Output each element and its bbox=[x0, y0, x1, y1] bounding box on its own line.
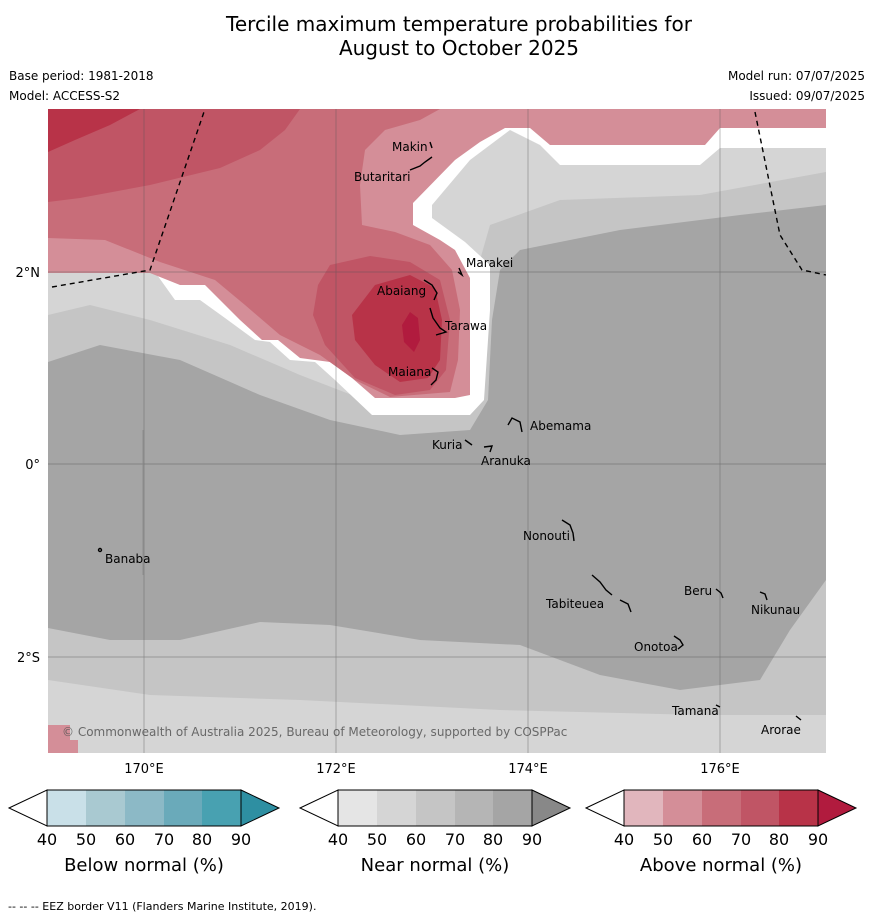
map-area: Makin Butaritari Marakei Abaiang Tarawa … bbox=[48, 109, 826, 753]
cb-tick: 50 bbox=[367, 830, 387, 849]
cb-tick: 90 bbox=[808, 830, 828, 849]
colorbar-above-normal: 40 50 60 70 80 90 Above normal (%) bbox=[584, 789, 858, 876]
cb-tick: 90 bbox=[522, 830, 542, 849]
place-labels: Makin Butaritari Marakei Abaiang Tarawa … bbox=[105, 140, 801, 737]
above-normal-90-tarawa bbox=[402, 312, 420, 352]
near-normal-50-bottom bbox=[48, 722, 826, 753]
lon-label: 170°E bbox=[124, 762, 164, 777]
cb-above-swatch-4 bbox=[741, 790, 779, 826]
place-label: Arorae bbox=[761, 723, 801, 737]
cb-below-swatch-5 bbox=[202, 790, 241, 826]
cb-below-swatch-3 bbox=[125, 790, 164, 826]
cb-tick: 70 bbox=[154, 830, 174, 849]
islands bbox=[97, 141, 802, 721]
place-label: Onotoa bbox=[634, 640, 678, 654]
meta-right: Model run: 07/07/2025 Issued: 09/07/2025 bbox=[728, 66, 865, 106]
place-label: Butaritari bbox=[354, 170, 411, 184]
place-label: Aranuka bbox=[481, 454, 531, 468]
cb-below-frame bbox=[46, 789, 242, 827]
colorbar-near-normal: 40 50 60 70 80 90 Near normal (%) bbox=[298, 789, 572, 876]
cb-above-swatch-5 bbox=[779, 790, 818, 826]
place-label: Tabiteuea bbox=[545, 597, 604, 611]
cb-tick: 60 bbox=[692, 830, 712, 849]
lon-label: 174°E bbox=[508, 762, 548, 777]
chart-title-line1: Tercile maximum temperature probabilitie… bbox=[226, 12, 692, 36]
cb-below-swatch-4 bbox=[164, 790, 202, 826]
place-label: Abaiang bbox=[377, 284, 426, 298]
chart-title-line2: August to October 2025 bbox=[338, 36, 580, 60]
model-name: Model: ACCESS-S2 bbox=[9, 89, 121, 103]
cb-near-low-arrow bbox=[298, 789, 339, 827]
cb-tick: 80 bbox=[483, 830, 503, 849]
place-label: Maiana bbox=[388, 365, 431, 379]
meta-left: Base period: 1981-2018 Model: ACCESS-S2 bbox=[9, 66, 154, 106]
cb-above-ticks: 40 50 60 70 80 90 bbox=[614, 830, 828, 849]
copyright-notice: © Commonwealth of Australia 2025, Bureau… bbox=[62, 725, 567, 739]
cb-near-swatch-2 bbox=[377, 790, 416, 826]
cb-above-high-arrow bbox=[817, 789, 858, 827]
lat-label: 2°S bbox=[17, 651, 40, 666]
gridlines bbox=[48, 109, 826, 753]
cb-tick: 40 bbox=[614, 830, 634, 849]
cb-near-swatch-5 bbox=[493, 790, 532, 826]
cb-tick: 50 bbox=[653, 830, 673, 849]
place-label: Makin bbox=[392, 140, 428, 154]
cb-above-swatch-1 bbox=[624, 790, 663, 826]
above-normal-80-north bbox=[48, 109, 140, 152]
cb-near-ticks: 40 50 60 70 80 90 bbox=[328, 830, 542, 849]
cb-above-swatch-2 bbox=[663, 790, 702, 826]
base-period: Base period: 1981-2018 bbox=[9, 69, 154, 83]
cb-above-swatch-3 bbox=[702, 790, 741, 826]
cb-tick: 90 bbox=[231, 830, 251, 849]
place-label: Banaba bbox=[105, 552, 151, 566]
place-label: Beru bbox=[684, 584, 712, 598]
cb-below-swatch-2 bbox=[86, 790, 125, 826]
lat-label: 2°N bbox=[16, 266, 41, 281]
cb-tick: 70 bbox=[731, 830, 751, 849]
cb-tick: 60 bbox=[406, 830, 426, 849]
place-label: Marakei bbox=[466, 256, 513, 270]
colorbar-below-normal: 40 50 60 70 80 90 Below normal (%) bbox=[7, 789, 281, 876]
eez-borders bbox=[51, 109, 826, 288]
above-normal-80-tarawa bbox=[352, 275, 442, 382]
place-label: Kuria bbox=[432, 438, 463, 452]
issued-date: Issued: 09/07/2025 bbox=[749, 89, 865, 103]
cb-below-high-arrow bbox=[240, 789, 281, 827]
place-label: Nikunau bbox=[751, 603, 800, 617]
lon-label: 172°E bbox=[316, 762, 356, 777]
above-normal-bottom-left bbox=[48, 725, 78, 753]
cb-near-swatch-4 bbox=[455, 790, 493, 826]
cb-near-title: Near normal (%) bbox=[361, 855, 510, 876]
cb-below-title: Below normal (%) bbox=[64, 855, 224, 876]
cb-above-low-arrow bbox=[584, 789, 625, 827]
eez-border-note: -- -- -- EEZ border V11 (Flanders Marine… bbox=[8, 900, 317, 913]
above-normal-70-north bbox=[48, 109, 300, 202]
cb-tick: 60 bbox=[115, 830, 135, 849]
place-label: Abemama bbox=[530, 419, 591, 433]
cb-near-high-arrow bbox=[531, 789, 572, 827]
lon-label: 176°E bbox=[700, 762, 740, 777]
cb-below-ticks: 40 50 60 70 80 90 bbox=[37, 830, 251, 849]
cb-tick: 50 bbox=[76, 830, 96, 849]
cb-tick: 80 bbox=[769, 830, 789, 849]
cb-below-swatch-1 bbox=[47, 790, 86, 826]
cb-tick: 40 bbox=[37, 830, 57, 849]
place-label: Nonouti bbox=[523, 529, 570, 543]
cb-above-frame bbox=[623, 789, 819, 827]
chart-title: Tercile maximum temperature probabilitie… bbox=[0, 12, 873, 60]
place-label: Tamana bbox=[671, 704, 719, 718]
cb-near-swatch-3 bbox=[416, 790, 455, 826]
cb-tick: 80 bbox=[192, 830, 212, 849]
model-run: Model run: 07/07/2025 bbox=[727, 69, 865, 83]
cb-tick: 70 bbox=[445, 830, 465, 849]
cb-above-title: Above normal (%) bbox=[640, 855, 802, 876]
cb-near-frame bbox=[337, 789, 533, 827]
axis-labels: 2°N 0° 2°S 170°E 172°E 174°E 176°E bbox=[16, 266, 740, 777]
place-label: Tarawa bbox=[444, 319, 487, 333]
cb-below-low-arrow bbox=[7, 789, 48, 827]
cb-tick: 40 bbox=[328, 830, 348, 849]
lat-label: 0° bbox=[25, 458, 40, 473]
cb-near-swatch-1 bbox=[338, 790, 377, 826]
